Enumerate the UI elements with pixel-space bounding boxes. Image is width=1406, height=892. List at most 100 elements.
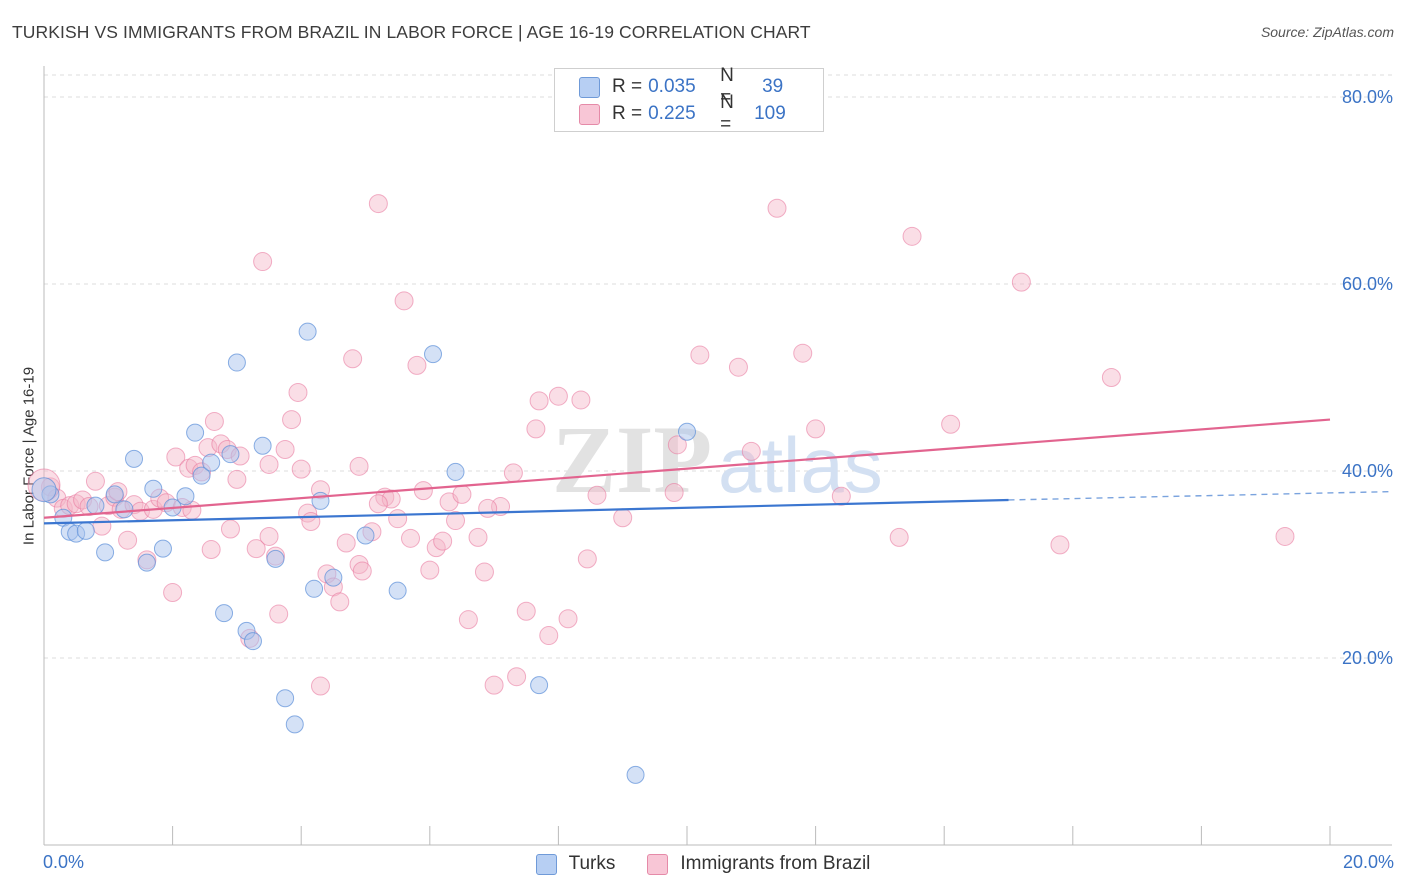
brazil-point [548, 386, 568, 406]
turks-trend-line [43, 498, 1009, 525]
brazil-point [1275, 526, 1295, 546]
turks-point [285, 715, 304, 734]
turks-point [186, 423, 205, 442]
turks-trend-extension [1008, 490, 1393, 501]
legend-item-turks[interactable]: Turks [535, 853, 616, 875]
turks-point [253, 436, 272, 455]
brazil-point [507, 667, 527, 687]
brazil-point [690, 345, 710, 365]
y-tick-label: 40.0% [1342, 461, 1393, 481]
brazil-point [806, 419, 826, 439]
brazil-point [413, 481, 433, 501]
turks-point [276, 689, 295, 708]
brazil-point [474, 562, 494, 582]
brazil-point [220, 519, 240, 539]
brazil-swatch-icon [647, 853, 669, 875]
brazil-point [902, 226, 922, 246]
brazil-point [571, 390, 591, 410]
brazil-point [92, 516, 112, 536]
brazil-point [503, 463, 523, 483]
chart-title: TURKISH VS IMMIGRANTS FROM BRAZIL IN LAB… [12, 22, 811, 42]
trend-lines [43, 418, 1393, 525]
brazil-point [368, 494, 388, 514]
turks-point [105, 485, 124, 504]
brazil-point [401, 528, 421, 548]
brazil-point [577, 549, 597, 569]
legend-row-turks: R = 0.035 N = 39 [579, 65, 783, 108]
legend-label-turks: Turks [568, 853, 616, 874]
turks-point [192, 466, 211, 485]
y-tick-labels: 20.0% 40.0% 60.0% 80.0% [1342, 87, 1393, 668]
series-turks-points [31, 322, 696, 784]
turks-point [215, 604, 234, 623]
brazil-point [529, 391, 549, 411]
watermark-zip: ZIP [552, 406, 712, 513]
turks-point [176, 487, 195, 506]
brazil-point [420, 560, 440, 580]
watermark: ZIP atlas [552, 406, 883, 513]
brazil-swatch-icon [579, 103, 600, 125]
turks-point [424, 345, 443, 364]
brazil-point [558, 609, 578, 629]
brazil-point [516, 601, 536, 621]
turks-swatch-icon [579, 76, 600, 98]
legend-row-brazil: R = 0.225 N = 109 [579, 92, 786, 135]
legend-r-label: R = [612, 76, 643, 97]
brazil-point [85, 471, 105, 491]
brazil-point [889, 527, 909, 547]
grid-lines [44, 74, 1392, 659]
y-tick-label: 60.0% [1342, 274, 1393, 294]
brazil-point [468, 527, 488, 547]
brazil-point [793, 343, 813, 363]
brazil-point [166, 447, 186, 467]
brazil-point [458, 610, 478, 630]
stats-legend: R = 0.035 N = 39 R = 0.225 N = 109 [554, 65, 824, 135]
brazil-point [526, 419, 546, 439]
brazil-point [269, 604, 289, 624]
brazil-point [330, 592, 350, 612]
brazil-point [667, 435, 687, 455]
brazil-point [336, 533, 356, 553]
turks-point [678, 422, 696, 441]
legend-item-brazil[interactable]: Immigrants from Brazil [647, 853, 870, 875]
legend-label-brazil: Immigrants from Brazil [680, 853, 871, 874]
y-tick-label: 20.0% [1342, 648, 1393, 668]
brazil-point [433, 531, 453, 551]
x-tick-label-max: 20.0% [1342, 852, 1394, 872]
brazil-point [484, 675, 504, 695]
brazil-point [246, 539, 266, 559]
brazil-point [407, 355, 427, 375]
turks-point [626, 765, 645, 784]
brazil-point [831, 486, 851, 506]
turks-point [115, 500, 134, 519]
brazil-point [368, 194, 388, 214]
turks-point [311, 491, 330, 510]
turks-point [446, 462, 465, 481]
turks-point [202, 453, 221, 472]
brazil-point [291, 459, 311, 479]
brazil-point [259, 526, 279, 546]
brazil-point [613, 508, 633, 528]
turks-point [324, 568, 343, 587]
source-credit: Source: ZipAtlas.com [1260, 24, 1394, 40]
turks-point [298, 322, 317, 341]
brazil-point [282, 410, 302, 430]
turks-point [31, 477, 57, 503]
brazil-point [118, 530, 138, 550]
turks-point [137, 553, 156, 572]
turks-point [530, 676, 549, 695]
brazil-point [253, 252, 273, 272]
turks-point [388, 581, 407, 600]
brazil-point [1050, 535, 1070, 555]
turks-point [243, 632, 262, 651]
turks-point [305, 579, 324, 598]
y-tick-label: 80.0% [1342, 87, 1393, 107]
legend-n-label: N = [720, 65, 734, 108]
turks-point [221, 445, 240, 464]
brazil-point [1101, 368, 1121, 387]
legend-n-value: 109 [754, 103, 786, 124]
brazil-point [204, 411, 224, 431]
brazil-point [394, 291, 414, 311]
turks-point [153, 539, 172, 558]
